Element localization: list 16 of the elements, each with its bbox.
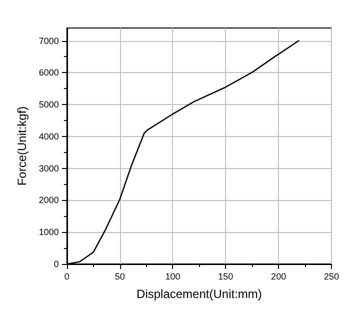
y-tick-label: 5000 (38, 100, 59, 110)
x-tick-label: 50 (114, 272, 125, 282)
y-axis-title: Force(Unit:kgf) (15, 106, 29, 186)
x-tick-label: 250 (324, 272, 340, 282)
y-tick-label: 2000 (38, 195, 59, 206)
x-tick-label: 100 (165, 272, 180, 282)
x-tick-label: 0 (64, 272, 70, 282)
y-tick-label: 3000 (38, 163, 59, 174)
y-tick-label: 0 (54, 259, 59, 269)
x-tick-label: 150 (218, 272, 234, 282)
y-tick-label: 4000 (38, 131, 59, 142)
y-tick-label: 1000 (38, 227, 59, 238)
x-tick-label: 200 (271, 272, 286, 282)
y-tick-label: 7000 (38, 36, 59, 46)
y-tick-label: 6000 (38, 68, 59, 78)
x-axis-title: Displacement(Unit:mm) (136, 287, 262, 301)
